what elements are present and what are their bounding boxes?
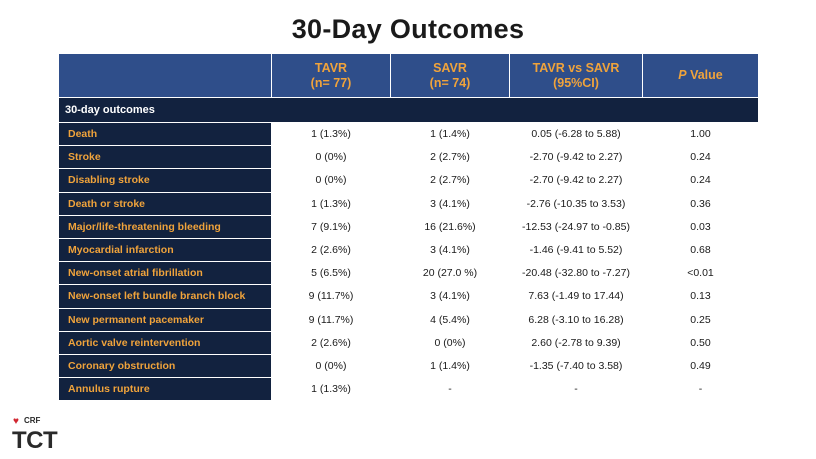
- cell-p-value: 1.00: [642, 121, 759, 147]
- cell-tavr-vs-savr: -: [509, 377, 643, 402]
- cell-p-value: 0.24: [642, 168, 759, 193]
- cell-tavr: 0 (0%): [271, 353, 391, 379]
- cell-tavr: 7 (9.1%): [271, 214, 391, 239]
- header-p-italic: P: [678, 68, 687, 82]
- cell-savr: 4 (5.4%): [390, 307, 510, 332]
- cell-p-value: 0.68: [642, 237, 759, 263]
- cell-tavr: 2 (2.6%): [271, 237, 391, 263]
- table-row: New-onset atrial fibrillation 5 (6.5%) 20 …: [58, 261, 759, 286]
- cell-tavr: 1 (1.3%): [271, 121, 391, 147]
- cell-savr: 3 (4.1%): [390, 284, 510, 309]
- header-savr-line2: (n= 74): [429, 75, 471, 90]
- cell-p-value: 0.24: [642, 145, 759, 170]
- cell-savr: 16 (21.6%): [390, 214, 510, 239]
- row-label: Coronary obstruction: [58, 353, 272, 379]
- header-savr: SAVR (n= 74): [390, 53, 510, 98]
- cell-tavr: 5 (6.5%): [271, 261, 391, 286]
- cell-savr: 20 (27.0 %): [390, 261, 510, 286]
- cell-savr: 1 (1.4%): [390, 121, 510, 147]
- header-empty-cell: [58, 53, 272, 98]
- row-label: New permanent pacemaker: [58, 307, 272, 332]
- table-row: Death or stroke 1 (1.3%) 3 (4.1%) -2.76 (-1…: [58, 191, 759, 216]
- cell-p-value: 0.13: [642, 284, 759, 309]
- cell-tavr-vs-savr: -20.48 (-32.80 to -7.27): [509, 261, 643, 286]
- row-label: Myocardial infarction: [58, 237, 272, 263]
- cell-tavr: 9 (11.7%): [271, 284, 391, 309]
- cell-tavr: 1 (1.3%): [271, 191, 391, 216]
- cell-tavr: 2 (2.6%): [271, 330, 391, 355]
- cell-tavr-vs-savr: -2.76 (-10.35 to 3.53): [509, 191, 643, 216]
- cell-savr: 3 (4.1%): [390, 237, 510, 263]
- cell-savr: 2 (2.7%): [390, 145, 510, 170]
- table-row: Coronary obstruction 0 (0%) 1 (1.4%) -1.35 …: [58, 353, 759, 379]
- row-label: Major/life-threatening bleeding: [58, 214, 272, 239]
- row-label: New-onset left bundle branch block: [58, 284, 272, 309]
- crf-logo-text: CRF: [24, 416, 41, 425]
- cell-savr: -: [390, 377, 510, 402]
- cell-savr: 0 (0%): [390, 330, 510, 355]
- row-label: Death or stroke: [58, 191, 272, 216]
- tct-logo-text: TCT: [12, 427, 58, 454]
- table-row: Myocardial infarction 2 (2.6%) 3 (4.1%) -1.…: [58, 237, 759, 263]
- table-row: New permanent pacemaker 9 (11.7%) 4 (5.4%)…: [58, 307, 759, 332]
- cell-p-value: 0.50: [642, 330, 759, 355]
- cell-savr: 2 (2.7%): [390, 168, 510, 193]
- table-header-row: TAVR (n= 77) SAVR (n= 74) TAVR vs SAVR (…: [58, 53, 759, 98]
- cell-tavr: 1 (1.3%): [271, 377, 391, 402]
- header-diff-line1: TAVR vs SAVR: [532, 60, 620, 75]
- cell-p-value: 0.25: [642, 307, 759, 332]
- cell-tavr: 0 (0%): [271, 145, 391, 170]
- cell-tavr-vs-savr: -2.70 (-9.42 to 2.27): [509, 168, 643, 193]
- cell-savr: 3 (4.1%): [390, 191, 510, 216]
- cell-tavr-vs-savr: 2.60 (-2.78 to 9.39): [509, 330, 643, 355]
- row-label: New-onset atrial fibrillation: [58, 261, 272, 286]
- cell-tavr: 0 (0%): [271, 168, 391, 193]
- table-row: Major/life-threatening bleeding 7 (9.1%) 1…: [58, 214, 759, 239]
- cell-tavr-vs-savr: -2.70 (-9.42 to 2.27): [509, 145, 643, 170]
- table-row: Aortic valve reintervention 2 (2.6%) 0 (0%…: [58, 330, 759, 355]
- section-row: 30-day outcomes: [58, 97, 759, 123]
- outcomes-table: TAVR (n= 77) SAVR (n= 74) TAVR vs SAVR (…: [58, 53, 759, 402]
- heart-icon: ♥: [13, 416, 19, 427]
- header-tavr-line1: TAVR: [314, 60, 348, 75]
- cell-p-value: 0.36: [642, 191, 759, 216]
- section-label: 30-day outcomes: [58, 97, 759, 123]
- cell-p-value: <0.01: [642, 261, 759, 286]
- cell-tavr-vs-savr: 7.63 (-1.49 to 17.44): [509, 284, 643, 309]
- cell-tavr-vs-savr: -1.46 (-9.41 to 5.52): [509, 237, 643, 263]
- header-p-rest: Value: [686, 68, 723, 82]
- row-label: Aortic valve reintervention: [58, 330, 272, 355]
- cell-tavr-vs-savr: 6.28 (-3.10 to 16.28): [509, 307, 643, 332]
- row-label: Death: [58, 121, 272, 147]
- header-p-value: P Value: [642, 53, 759, 98]
- cell-p-value: 0.03: [642, 214, 759, 239]
- header-tavr: TAVR (n= 77): [271, 53, 391, 98]
- tct-logo: ♥ CRF TCT: [10, 413, 80, 455]
- cell-p-value: 0.49: [642, 353, 759, 379]
- table-row: Annulus rupture 1 (1.3%) - - -: [58, 377, 759, 402]
- cell-tavr: 9 (11.7%): [271, 307, 391, 332]
- cell-savr: 1 (1.4%): [390, 353, 510, 379]
- cell-tavr-vs-savr: -12.53 (-24.97 to -0.85): [509, 214, 643, 239]
- cell-tavr-vs-savr: 0.05 (-6.28 to 5.88): [509, 121, 643, 147]
- table-row: New-onset left bundle branch block 9 (11.…: [58, 284, 759, 309]
- table-row: Stroke 0 (0%) 2 (2.7%) -2.70 (-9.42 to 2.27…: [58, 145, 759, 170]
- cell-tavr-vs-savr: -1.35 (-7.40 to 3.58): [509, 353, 643, 379]
- table-row: Death 1 (1.3%) 1 (1.4%) 0.05 (-6.28 to 5.88…: [58, 121, 759, 147]
- cell-p-value: -: [642, 377, 759, 402]
- row-label: Disabling stroke: [58, 168, 272, 193]
- table-row: Disabling stroke 0 (0%) 2 (2.7%) -2.70 (-9.…: [58, 168, 759, 193]
- row-label: Stroke: [58, 145, 272, 170]
- header-diff-line2: (95%CI): [553, 75, 599, 90]
- header-savr-line1: SAVR: [433, 60, 467, 75]
- page-title: 30-Day Outcomes: [291, 14, 525, 44]
- header-tavr-line2: (n= 77): [310, 75, 352, 90]
- row-label: Annulus rupture: [58, 377, 272, 402]
- header-tavr-vs-savr: TAVR vs SAVR (95%CI): [509, 53, 643, 98]
